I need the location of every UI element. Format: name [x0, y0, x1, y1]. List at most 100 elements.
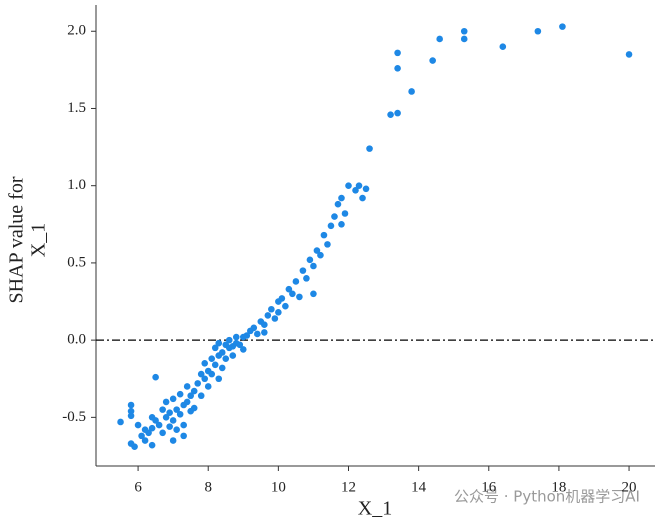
point — [275, 309, 282, 316]
point — [218, 364, 226, 372]
point — [166, 423, 173, 430]
point — [460, 35, 468, 43]
point — [148, 441, 156, 449]
point — [232, 333, 240, 341]
point — [152, 373, 159, 381]
point — [292, 278, 300, 285]
point — [387, 111, 394, 118]
point — [152, 417, 159, 424]
point — [215, 375, 223, 383]
point — [180, 421, 187, 429]
point — [436, 35, 443, 43]
point — [261, 329, 268, 336]
point — [187, 392, 194, 400]
point — [310, 290, 317, 298]
point — [303, 275, 310, 282]
point — [183, 383, 191, 390]
point — [261, 321, 268, 328]
point — [159, 406, 166, 413]
point — [131, 443, 138, 450]
point — [211, 344, 219, 352]
point — [296, 293, 303, 301]
x-tick-label: 6 — [134, 479, 142, 495]
y-tick-label: 0.5 — [67, 254, 86, 270]
point — [254, 330, 261, 338]
point — [204, 383, 212, 390]
point — [324, 241, 331, 248]
point — [229, 352, 237, 359]
point — [278, 295, 286, 302]
point — [460, 27, 468, 35]
point — [341, 210, 349, 217]
y-tick-label: 1.0 — [67, 177, 86, 193]
y-axis-label: X_1 — [28, 223, 50, 257]
point — [169, 417, 177, 424]
point — [159, 429, 166, 437]
point — [359, 194, 366, 202]
point — [331, 213, 338, 220]
point — [190, 387, 198, 395]
point — [282, 302, 289, 310]
x-tick-label: 20 — [622, 479, 637, 495]
x-tick-label: 12 — [341, 479, 356, 495]
point — [176, 410, 184, 418]
point — [197, 392, 205, 400]
point — [222, 355, 230, 362]
point — [155, 421, 163, 429]
point — [138, 432, 145, 440]
point — [559, 23, 566, 30]
point — [141, 437, 149, 444]
point — [215, 339, 223, 347]
point — [183, 398, 191, 406]
point — [162, 414, 170, 421]
point — [197, 370, 205, 378]
point — [299, 267, 307, 274]
point — [208, 370, 216, 378]
point — [117, 418, 124, 426]
point — [243, 332, 251, 339]
point — [394, 49, 401, 57]
point — [320, 231, 328, 239]
point — [310, 262, 317, 270]
point — [285, 285, 293, 293]
point — [366, 145, 373, 152]
point — [201, 375, 209, 383]
point — [362, 185, 370, 193]
point — [327, 222, 335, 230]
y-axis-label: SHAP value for — [6, 176, 28, 303]
point — [338, 194, 345, 202]
watermark: 公众号 · Python机器学习AI — [454, 488, 640, 506]
point — [499, 43, 507, 50]
point — [127, 412, 135, 420]
point — [394, 109, 401, 117]
point — [225, 336, 233, 344]
x-tick-label: 16 — [481, 479, 497, 495]
y-tick-label: 1.5 — [67, 100, 86, 116]
point — [176, 390, 184, 398]
point — [173, 406, 180, 413]
point — [208, 355, 216, 362]
point — [264, 312, 272, 319]
point — [218, 349, 226, 356]
point — [352, 187, 359, 194]
y-tick-label: -0.5 — [62, 409, 86, 425]
point — [127, 401, 135, 409]
y-tick-label: 2.0 — [67, 23, 86, 39]
point — [306, 256, 314, 264]
point — [166, 409, 173, 417]
point — [394, 65, 401, 72]
point — [239, 346, 247, 353]
point — [268, 305, 275, 313]
point — [201, 359, 209, 367]
point — [169, 395, 177, 403]
y-tick-label: 0.0 — [67, 332, 86, 348]
point — [236, 341, 244, 349]
point — [134, 421, 142, 429]
point — [148, 424, 156, 432]
point — [317, 251, 324, 259]
point — [141, 426, 149, 434]
point — [338, 221, 345, 228]
point — [211, 361, 219, 369]
point — [334, 200, 342, 208]
point — [355, 182, 363, 189]
